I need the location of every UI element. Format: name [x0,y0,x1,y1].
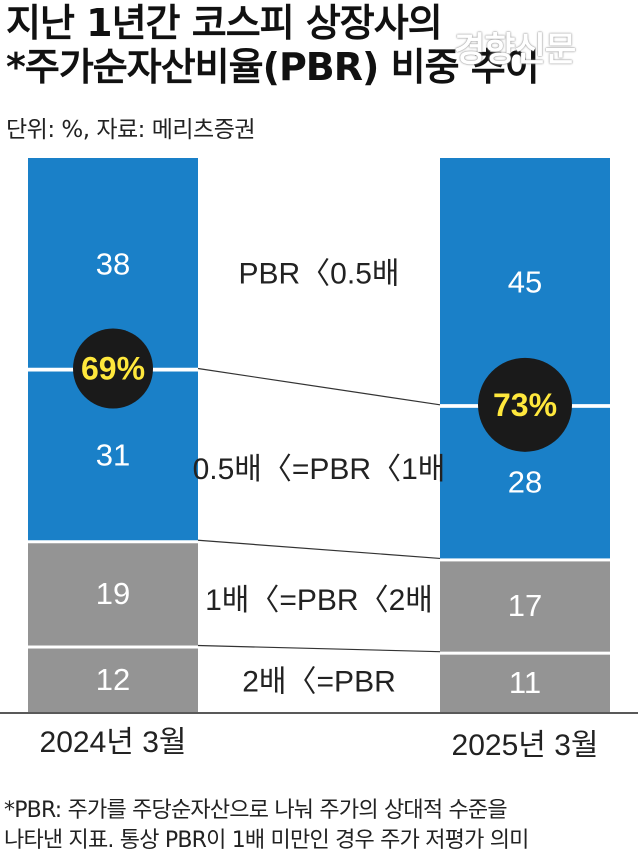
connector-line [197,539,441,560]
percent-circle [478,357,572,452]
bar-value-label: 11 [509,665,541,700]
watermark-logo: 경향신문 [454,30,576,70]
band-label: 0.5배〈=PBR〈1배 [193,453,446,486]
bar-value-label: 28 [508,465,542,500]
footnote-line1: *PBR: 주가를 주당순자산으로 나눠 주가의 상대적 수준을 [4,798,508,823]
bar-segment-1-2 [440,561,610,652]
chart-title-line1: 지난 1년간 코스피 상장사의 [6,1,443,45]
percent-circle [73,328,153,409]
bar-segment-0-3 [28,648,198,712]
bar-segment-1-3 [440,654,610,712]
band-label: 1배〈=PBR〈2배 [205,584,433,617]
chart-title-line2: *주가순자산비율(PBR) 비중 추이 [6,45,540,89]
bar-value-label: 31 [96,437,130,472]
unit-source-label: 단위: %, 자료: 메리츠증권 [6,117,256,143]
band-label: 2배〈=PBR [242,665,396,698]
percent-circle-label: 73% [493,387,557,423]
percent-circle-label: 69% [81,351,145,387]
bar-segment-0-2 [28,543,198,646]
bar-value-label: 12 [96,662,130,697]
bar-value-label: 45 [508,264,542,299]
bar-value-label: 38 [96,246,130,281]
x-axis-label: 2025년 3월 [452,729,599,762]
band-label: PBR〈0.5배 [239,257,400,290]
bar-value-label: 19 [96,576,130,611]
footnote-line2: 나타낸 지표. 통상 PBR이 1배 미만인 경우 주가 저평가 의미 [4,828,529,853]
stacked-bar-chart: 38 31 19 12 45 28 17 11 PBR〈0.5배 0.5배〈=PBR〈1배 1배〈=… [0,158,638,762]
connector-line [197,644,441,653]
connector-line [197,367,441,406]
x-axis-label: 2024년 3월 [40,726,187,759]
bar-value-label: 17 [508,588,542,623]
